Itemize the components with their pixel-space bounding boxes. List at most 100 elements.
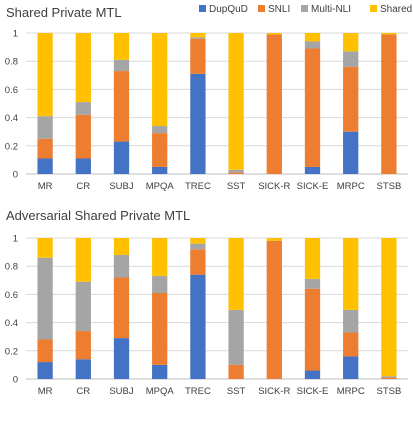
bar-shared-sst [228,33,244,170]
y-tick-label: 1 [13,234,18,245]
x-tick-label: MPQA [146,386,175,397]
bar-multi-nli-subj [113,59,130,72]
bar-snli-sst [228,172,244,174]
legend-label: Shared [380,4,412,15]
bar-snli-subj [113,277,130,339]
y-tick-label: 0.6 [5,85,18,96]
legend-swatch [301,5,308,12]
x-tick-label: TREC [185,181,211,192]
y-axis-ticks: 0 0.2 0.4 0.6 0.8 1 [5,234,18,386]
bar-shared-mr [37,238,53,258]
bar-snli-sick-e [304,48,321,167]
bar-dupqud-trec [190,73,206,174]
bar-snli-sick-r [266,34,282,174]
bar-shared-sick-e [304,33,321,42]
bar-snli-mrpc [343,332,359,357]
bar-dupqud-sick-e [304,166,321,174]
bar-dupqud-mpqa [152,364,168,379]
bar-shared-mpqa [152,33,168,127]
bar-multi-nli-sick-e [304,278,321,289]
bar-multi-nli-mpqa [152,276,168,293]
y-tick-label: 0.8 [5,57,18,68]
bar-multi-nli-mr [37,116,53,139]
bar-shared-mrpc [343,238,359,310]
x-axis-ticks: MR CR SUBJ MPQA TREC SST SICK-R SICK-E MRPC STSB [38,181,402,192]
bar-shared-subj [113,238,130,255]
y-tick-label: 0.2 [5,346,18,357]
bar-dupqud-mrpc [343,356,359,379]
bar-multi-nli-mrpc [343,51,359,67]
x-tick-label: SICK-E [297,181,329,192]
legend-swatch [199,5,206,12]
bar-snli-mpqa [152,292,168,365]
bar-multi-nli-sick-e [304,41,321,49]
x-tick-label: MRPC [337,386,365,397]
x-tick-label: SICK-R [258,181,290,192]
bar-snli-sick-e [304,288,321,371]
bar-multi-nli-mpqa [152,126,168,134]
bar-dupqud-cr [75,158,91,174]
bars [37,238,397,379]
bar-snli-subj [113,71,130,142]
x-tick-label: MR [38,181,53,192]
bar-multi-nli-cr [75,281,91,332]
bar-shared-stsb [381,238,397,377]
bar-shared-sick-r [266,238,282,241]
bar-dupqud-mr [37,362,53,379]
bar-dupqud-mr [37,158,53,174]
legend-swatch [258,5,265,12]
x-tick-label: SICK-E [297,386,329,397]
bar-shared-sick-e [304,238,321,279]
bar-snli-cr [75,331,91,360]
legend-swatch [370,5,377,12]
x-axis-ticks: MR CR SUBJ MPQA TREC SST SICK-R SICK-E MRPC STSB [38,386,402,397]
y-tick-label: 0.8 [5,262,18,273]
bar-multi-nli-stsb [381,376,397,378]
bar-multi-nli-sst [228,169,244,173]
bar-multi-nli-mrpc [343,309,359,333]
bar-dupqud-subj [113,141,130,174]
bar-snli-mr [37,339,53,363]
bar-dupqud-trec [190,274,206,379]
x-tick-label: SUBJ [109,181,134,192]
bar-dupqud-sick-e [304,370,321,379]
bar-multi-nli-sst [228,309,244,365]
x-tick-label: SST [227,386,246,397]
bar-dupqud-mpqa [152,166,168,174]
bar-shared-trec [190,238,206,244]
bar-snli-mrpc [343,66,359,132]
bar-multi-nli-trec [190,243,206,250]
x-tick-label: MRPC [337,181,365,192]
bar-multi-nli-subj [113,254,130,278]
bar-shared-subj [113,33,130,60]
bar-dupqud-cr [75,359,91,379]
bar-snli-trec [190,249,206,275]
x-tick-label: STSB [376,181,401,192]
x-tick-label: SICK-R [258,386,290,397]
bar-snli-stsb [381,377,397,379]
bar-snli-cr [75,114,91,159]
x-tick-label: MR [38,386,53,397]
x-tick-label: CR [76,386,90,397]
legend: DupQuD SNLI Multi-NLI Shared [199,4,412,15]
y-tick-label: 0 [13,375,18,386]
bars [37,33,397,174]
bar-multi-nli-trec [190,37,206,39]
x-tick-label: TREC [185,386,211,397]
x-tick-label: SUBJ [109,386,134,397]
legend-label: Multi-NLI [311,4,351,15]
bar-dupqud-subj [113,338,130,379]
bar-snli-trec [190,38,206,74]
legend-label: SNLI [268,4,290,15]
legend-label: DupQuD [209,4,248,15]
y-tick-label: 0.6 [5,290,18,301]
chart-title: Adversarial Shared Private MTL [6,208,190,223]
x-tick-label: CR [76,181,90,192]
x-tick-label: SST [227,181,246,192]
y-tick-label: 1 [13,29,18,40]
y-tick-label: 0 [13,170,18,181]
y-tick-label: 0.4 [5,318,18,329]
bar-snli-mr [37,138,53,159]
chart-adversarial-shared-private-mtl: Adversarial Shared Private MTL 0 0.2 0.4 0.… [5,208,408,397]
bar-shared-mrpc [343,33,359,52]
